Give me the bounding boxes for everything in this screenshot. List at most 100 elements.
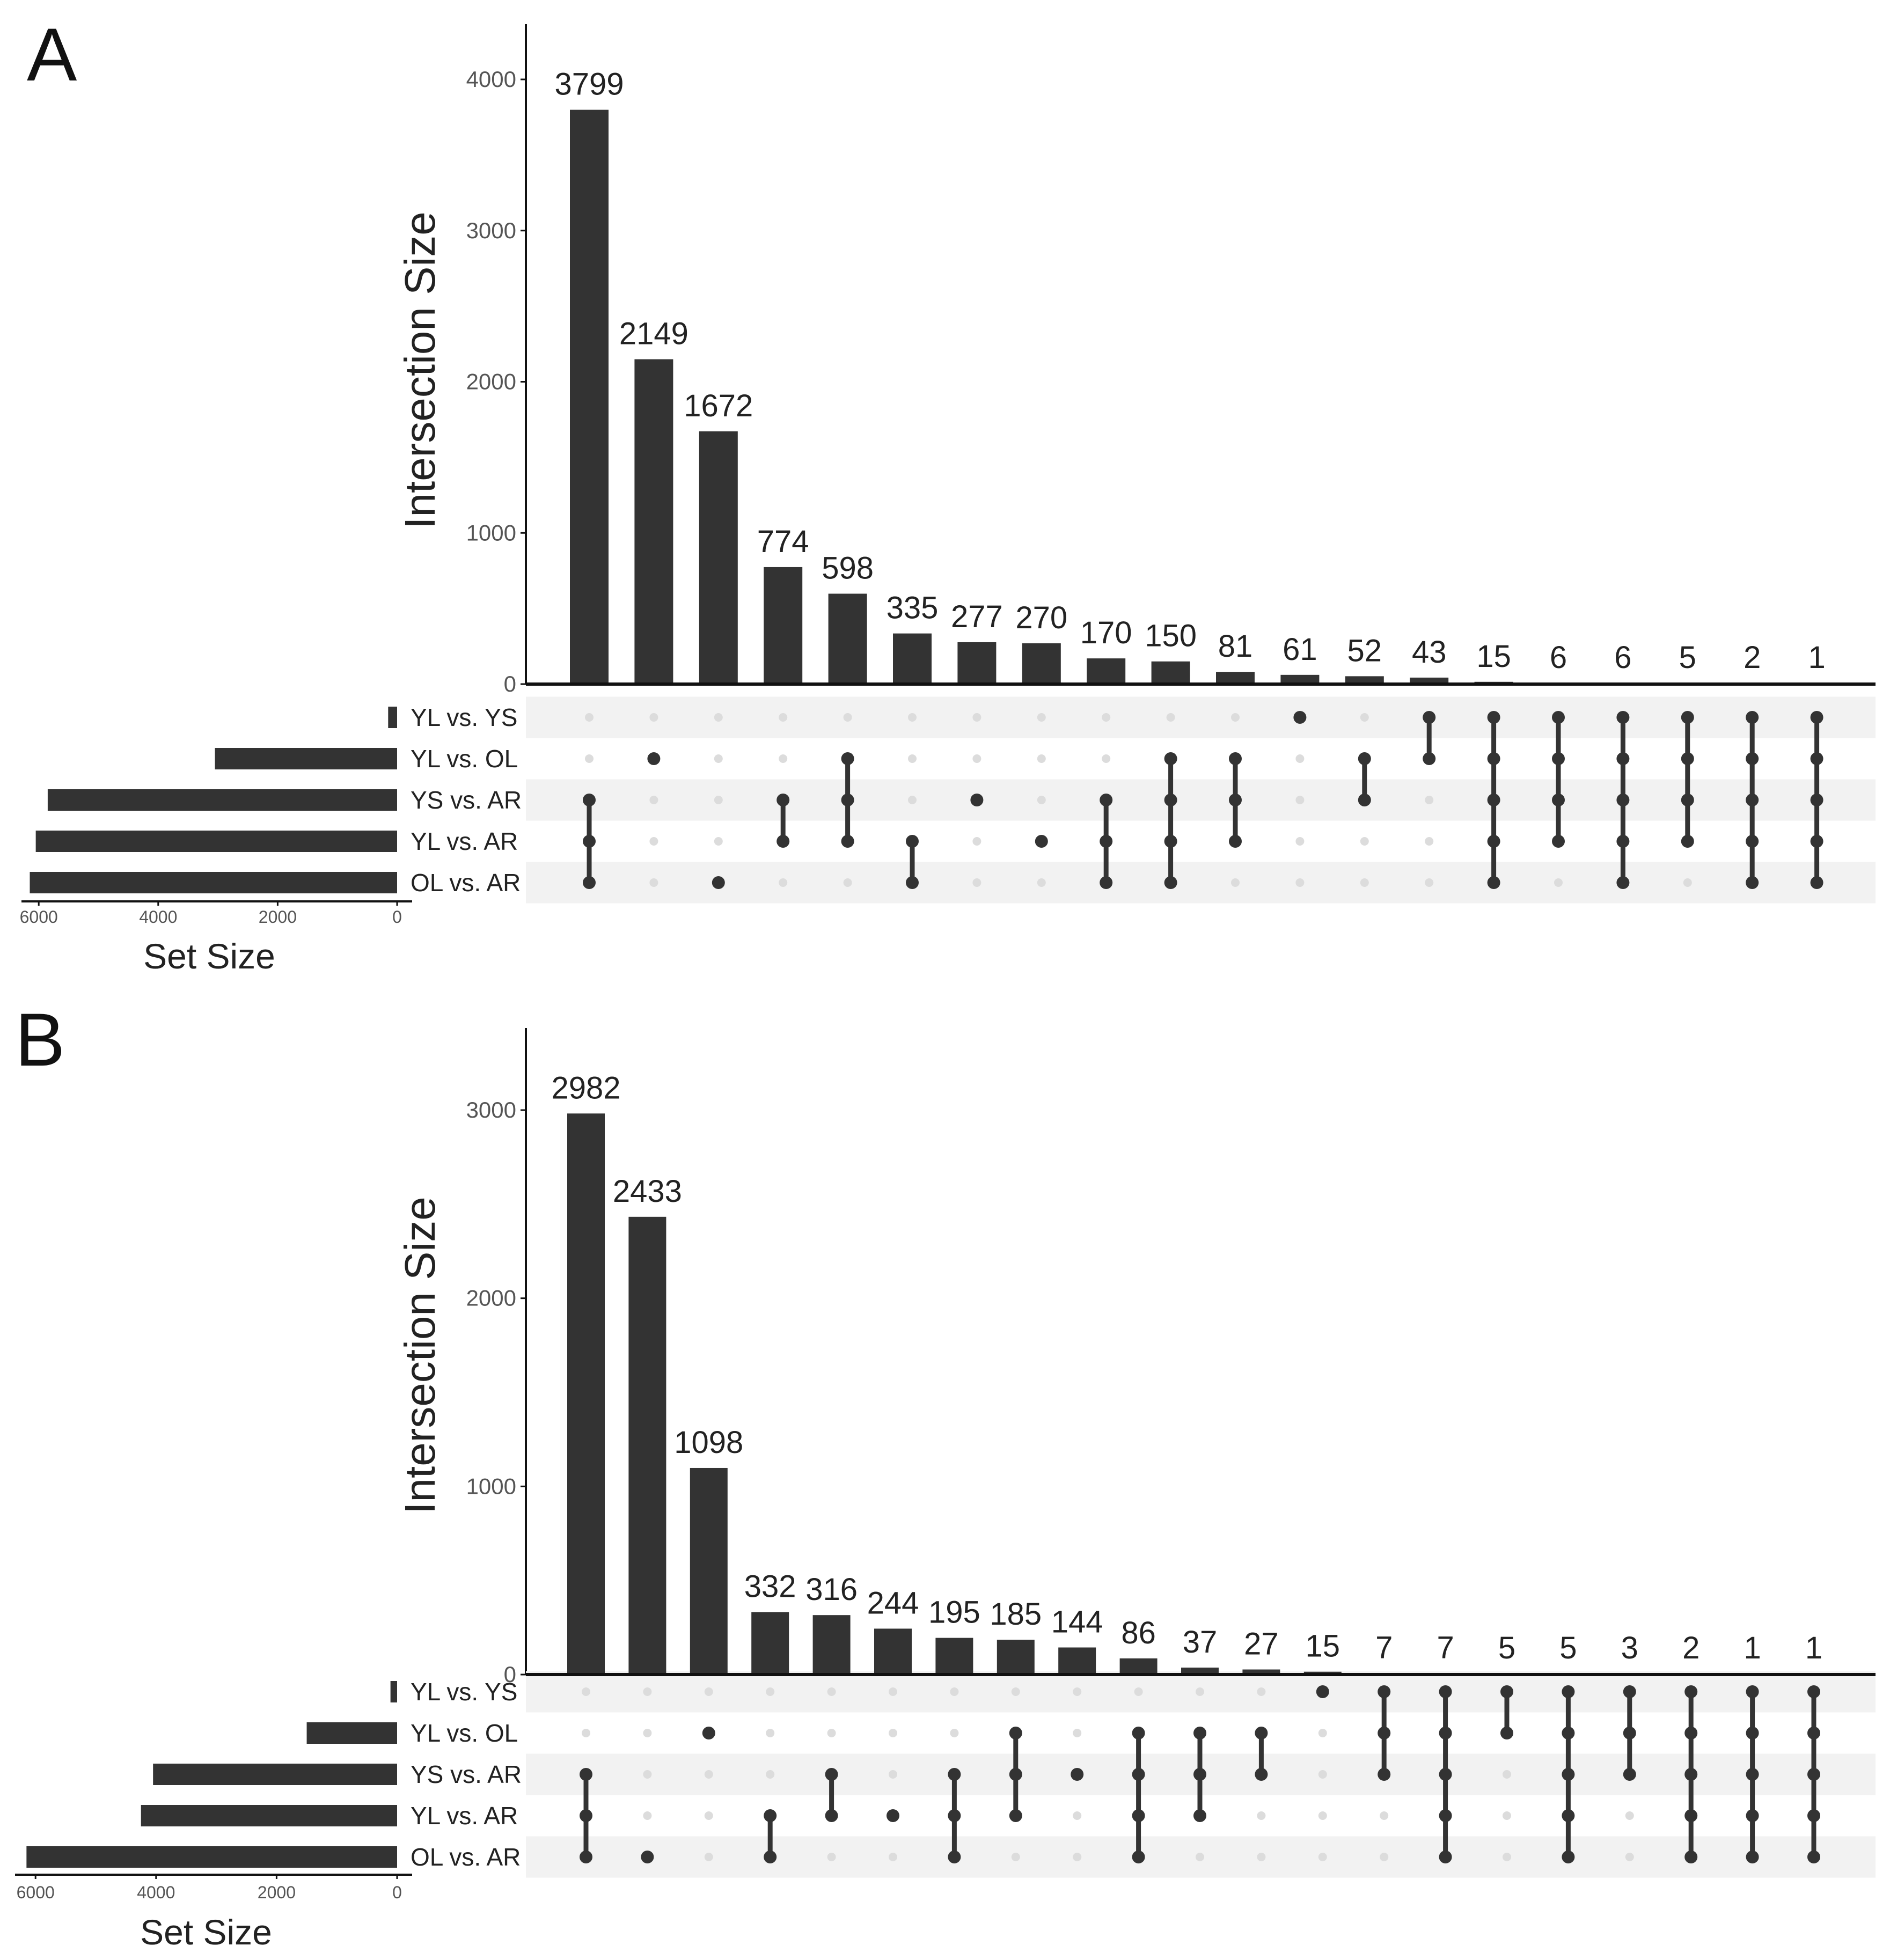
matrix-dot-inactive: [1360, 713, 1369, 722]
matrix-dot-active: [764, 1809, 777, 1822]
matrix-dot-active: [841, 752, 854, 765]
bar-value-label: 52: [1347, 633, 1382, 668]
y-tick-label: 3000: [466, 218, 516, 243]
matrix-dot-active: [1616, 876, 1630, 889]
matrix-dot-active: [1255, 1727, 1268, 1739]
matrix-dot-inactive: [1037, 878, 1046, 887]
bar-value-label: 598: [822, 551, 874, 586]
bar-value-label: 277: [951, 599, 1003, 634]
matrix-dot-inactive: [1102, 713, 1111, 722]
matrix-dot-active: [1623, 1685, 1636, 1698]
intersection-bar: [751, 1612, 789, 1675]
matrix-dot-active: [1807, 1768, 1820, 1781]
bar-value-label: 144: [1051, 1605, 1103, 1640]
y-tick-label: 1000: [466, 1473, 516, 1499]
matrix-dot-active: [1616, 794, 1630, 806]
matrix-dot-inactive: [643, 1687, 652, 1696]
intersection-bar: [634, 359, 673, 684]
matrix-dot-active: [1439, 1851, 1452, 1863]
matrix-dot-active: [1100, 794, 1113, 806]
bar-value-label: 1: [1808, 640, 1825, 675]
bar-value-label: 2: [1682, 1631, 1699, 1665]
set-row-label: YL vs. OL: [411, 745, 518, 773]
matrix-dot-active: [1316, 1685, 1329, 1698]
matrix-dot-active: [887, 1809, 899, 1822]
matrix-dot-inactive: [1196, 1853, 1204, 1861]
matrix-dot-inactive: [908, 754, 917, 763]
matrix-dot-inactive: [1360, 878, 1369, 887]
intersection-bar: [628, 1216, 666, 1675]
matrix-dot-active: [1684, 1685, 1698, 1698]
matrix-dot-active: [1681, 711, 1694, 724]
matrix-dot-active: [1746, 752, 1759, 765]
set-size-bar: [306, 1722, 397, 1744]
intersection-bar: [567, 1113, 605, 1675]
matrix-dot-inactive: [766, 1770, 775, 1779]
matrix-dot-active: [1552, 711, 1565, 724]
matrix-dot-inactive: [1503, 1770, 1511, 1779]
matrix-dot-inactive: [843, 713, 852, 722]
intersection-bar: [1216, 672, 1255, 684]
matrix-dot-active: [580, 1768, 592, 1781]
matrix-dot-active: [1009, 1809, 1022, 1822]
matrix-dot-active: [1164, 752, 1177, 765]
matrix-dot-inactive: [972, 713, 981, 722]
y-tick-label: 0: [504, 671, 516, 696]
matrix-dot-active: [1100, 835, 1113, 848]
matrix-dot-inactive: [1295, 796, 1305, 804]
matrix-dot-inactive: [1318, 1853, 1327, 1861]
matrix-dot-active: [1439, 1768, 1452, 1781]
matrix-dot-active: [1439, 1809, 1452, 1822]
bar-value-label: 335: [887, 591, 939, 626]
matrix-dot-inactive: [704, 1811, 713, 1820]
matrix-dot-active: [1616, 711, 1630, 724]
matrix-dot-inactive: [643, 1729, 652, 1737]
matrix-dot-active: [906, 876, 919, 889]
matrix-dot-inactive: [1037, 796, 1046, 804]
matrix-dot-inactive: [779, 878, 788, 887]
set-row-label: OL vs. AR: [411, 1843, 521, 1871]
matrix-dot-active: [1746, 1851, 1759, 1863]
matrix-dot-active: [1487, 794, 1500, 806]
matrix-dot-active: [1684, 1851, 1698, 1863]
matrix-dot-active: [1623, 1768, 1636, 1781]
matrix-dot-active: [1229, 752, 1242, 765]
matrix-row-stripe: [526, 779, 1876, 821]
matrix-dot-inactive: [1073, 1811, 1082, 1820]
matrix-dot-active: [948, 1768, 961, 1781]
matrix-dot-active: [1164, 835, 1177, 848]
set-row-label: YS vs. AR: [411, 1760, 522, 1788]
matrix-dot-inactive: [1295, 837, 1305, 846]
matrix-dot-inactive: [889, 1770, 897, 1779]
bar-value-label: 774: [757, 524, 809, 559]
set-row-label: YL vs. YS: [411, 1678, 517, 1706]
panel-label: B: [15, 997, 65, 1082]
matrix-dot-active: [583, 794, 596, 806]
matrix-dot-inactive: [1360, 837, 1369, 846]
matrix-dot-active: [1552, 752, 1565, 765]
matrix-dot-active: [1684, 1809, 1698, 1822]
bar-value-label: 270: [1015, 600, 1067, 635]
matrix-row-stripe: [526, 862, 1876, 904]
intersection-bar: [1181, 1668, 1219, 1675]
matrix-dot-inactive: [889, 1853, 897, 1861]
matrix-dot-active: [1807, 1851, 1820, 1863]
bar-value-label: 15: [1476, 639, 1511, 674]
intersection-bar: [1087, 658, 1126, 684]
matrix-dot-inactive: [908, 713, 917, 722]
set-size-tick-label: 2000: [259, 907, 297, 927]
matrix-dot-active: [1035, 835, 1048, 848]
set-size-bar: [30, 872, 397, 893]
matrix-dot-active: [1616, 835, 1630, 848]
bar-value-label: 332: [744, 1569, 796, 1604]
matrix-dot-active: [1193, 1809, 1206, 1822]
matrix-dot-inactive: [1231, 878, 1240, 887]
matrix-dot-inactive: [1318, 1811, 1327, 1820]
intersection-bar: [1410, 677, 1449, 684]
matrix-dot-active: [1229, 794, 1242, 806]
matrix-dot-active: [1358, 794, 1371, 806]
matrix-dot-active: [1071, 1768, 1084, 1781]
matrix-dot-active: [1487, 711, 1500, 724]
matrix-dot-inactive: [643, 1770, 652, 1779]
set-size-axis-title: Set Size: [140, 1912, 272, 1952]
